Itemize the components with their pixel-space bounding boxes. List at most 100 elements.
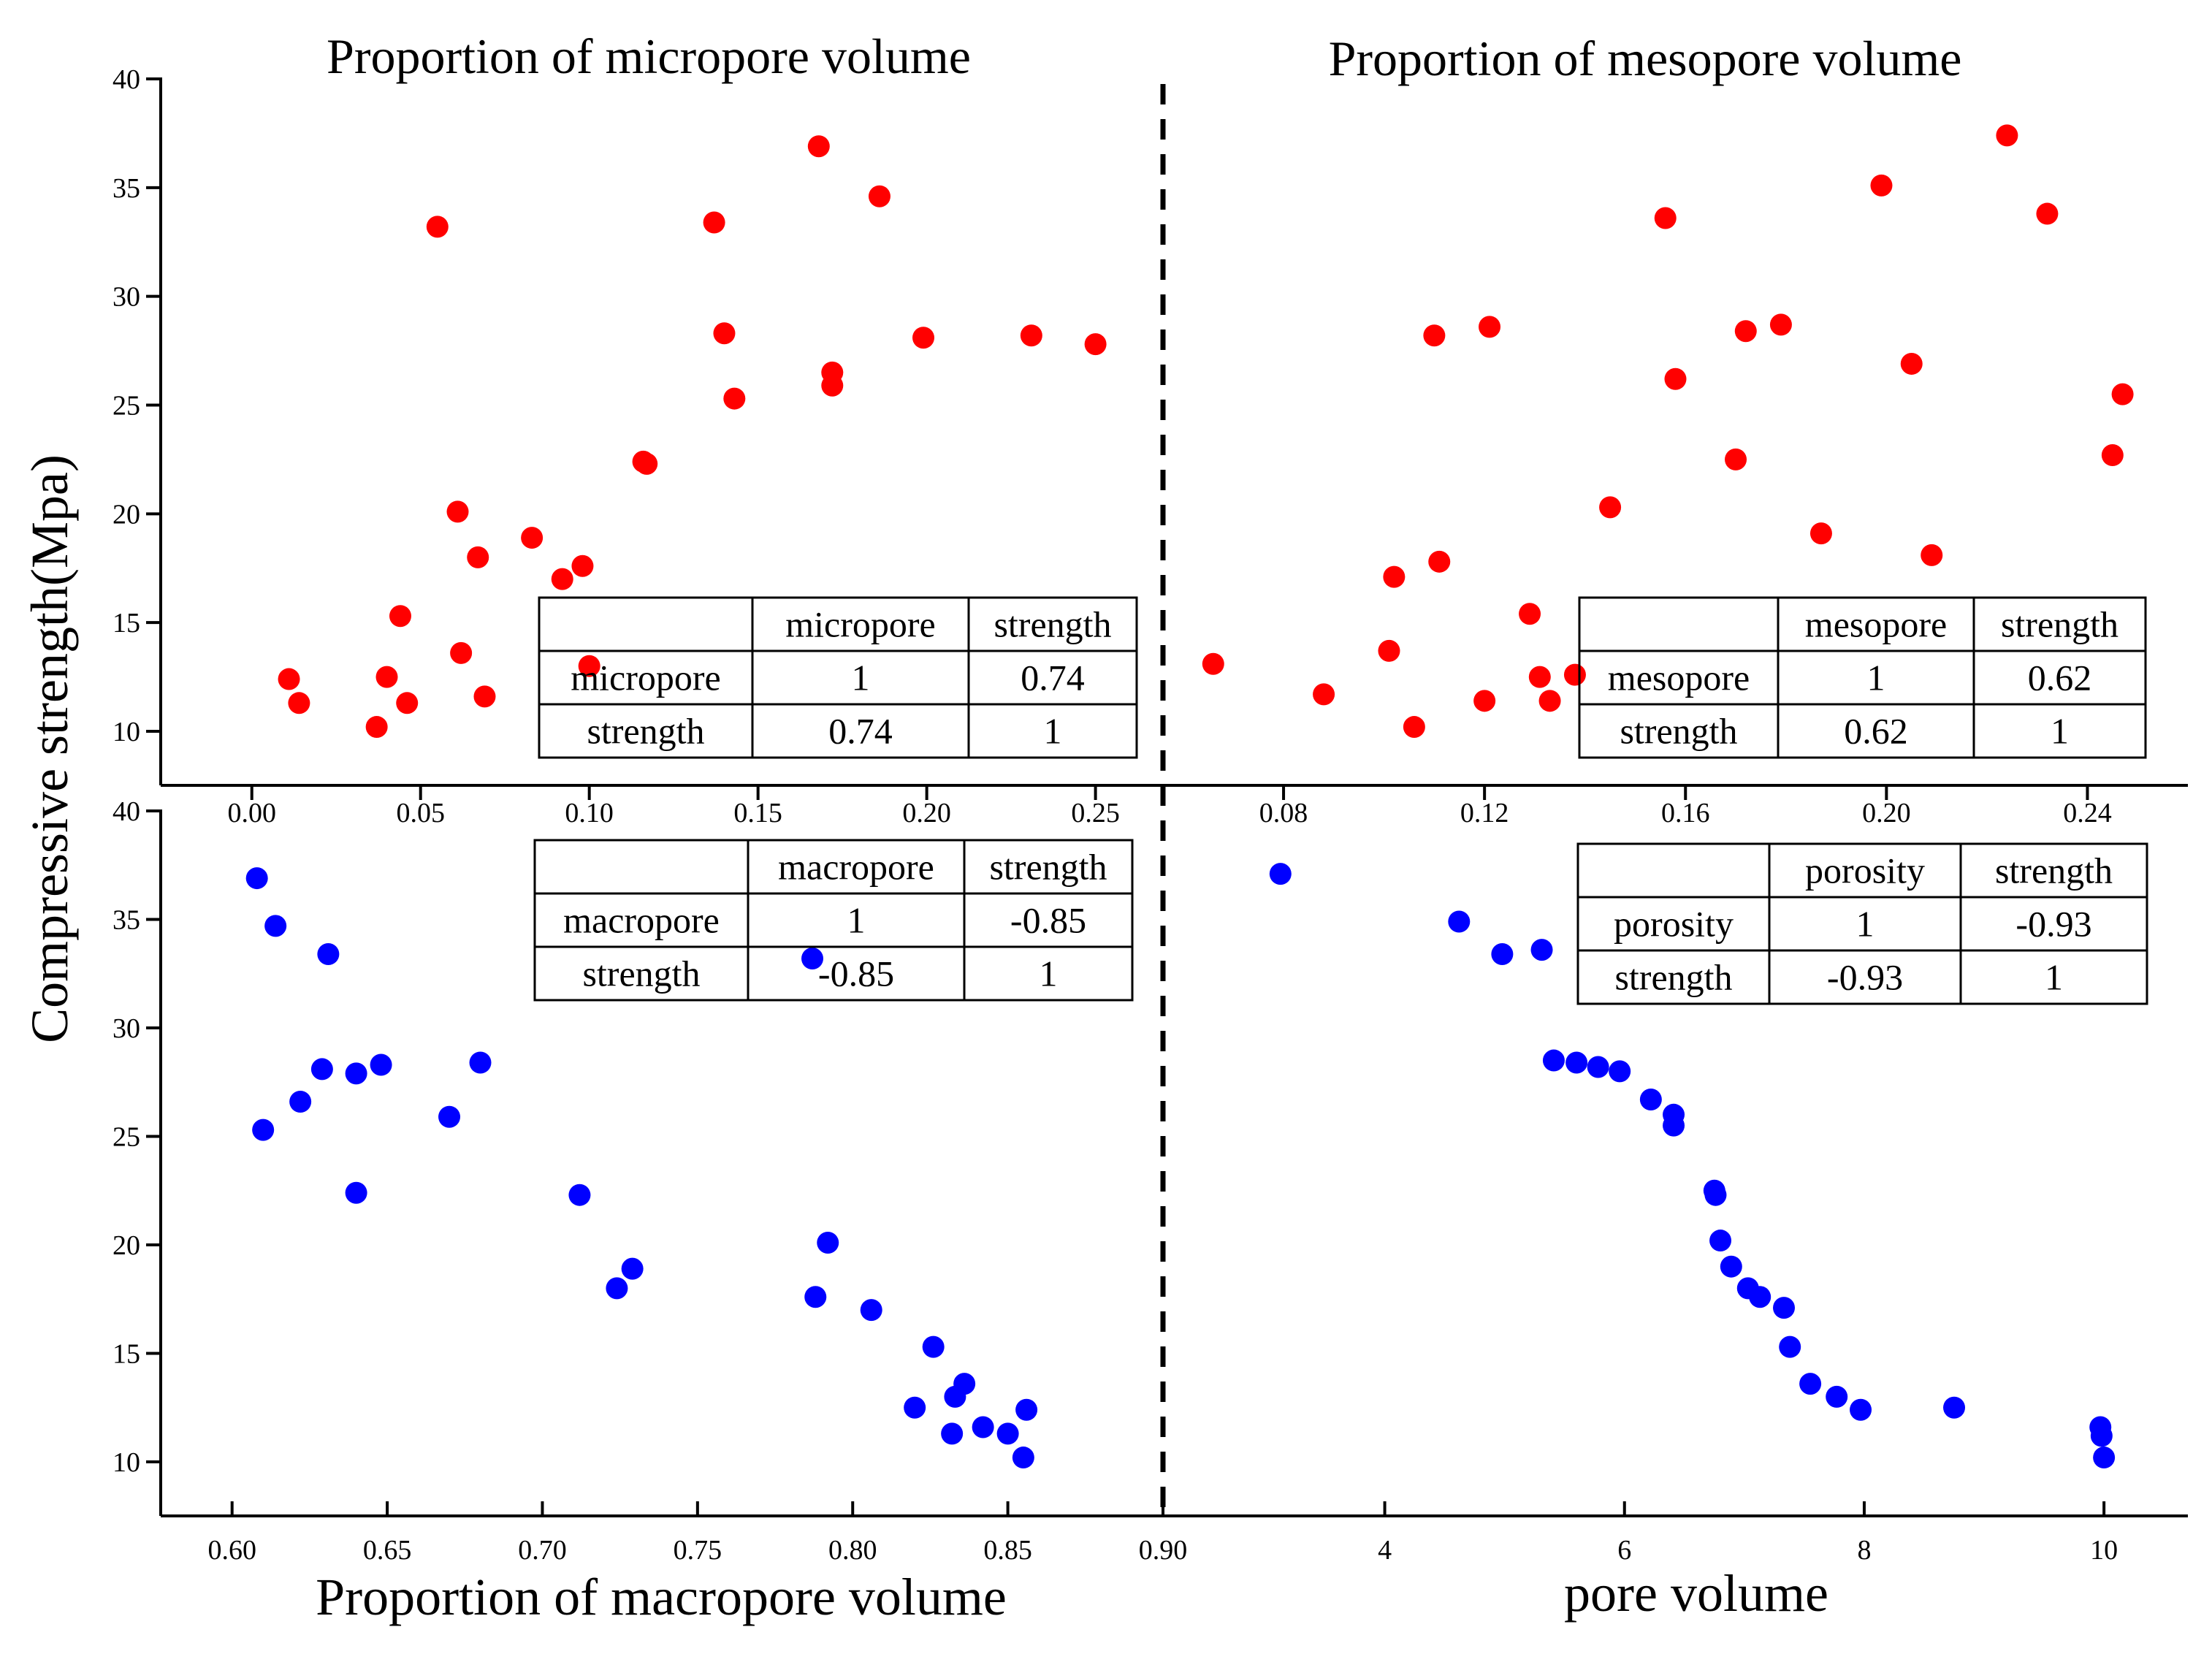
macropore-data-point [252, 1118, 275, 1141]
mesopore-data-point [1423, 324, 1446, 347]
micropore-corr-table-cell: micropore [571, 658, 720, 698]
pore-volume-data-point [1269, 863, 1292, 885]
macropore-corr-table-cell: -0.85 [818, 953, 894, 994]
mesopore-corr-table-cell: 1 [1867, 658, 1885, 698]
labels-layer: Compressive strength(Mpa) 10 15 20 25 30 35 40 0… [20, 28, 2118, 1626]
mesopore-panel-title: Proportion of mesopore volume [1329, 31, 1962, 86]
mesopore-x-tick-label: 0.12 [1460, 798, 1509, 828]
micropore-corr-table-header: strength [994, 604, 1111, 645]
macropore-data-point [922, 1335, 945, 1358]
micropore-data-point [1020, 324, 1042, 347]
micropore-data-point [521, 527, 544, 549]
macropore-data-point [904, 1396, 926, 1419]
mesopore-data-point [1383, 565, 1406, 588]
macropore-data-point [568, 1184, 591, 1206]
mesopore-data-point [1528, 666, 1551, 688]
macropore-x-tick-label: 0.85 [983, 1535, 1032, 1566]
micropore-data-point [551, 568, 573, 590]
micropore-data-point [450, 641, 473, 664]
mesopore-x-tick-label: 0.08 [1259, 798, 1308, 828]
macropore-x-tick-label: 0.65 [363, 1535, 412, 1566]
macropore-data-point [264, 915, 287, 937]
macropore-corr-table-cell: macropore [563, 900, 720, 941]
pore-volume-corr-table-cell: strength [1614, 957, 1732, 998]
macropore-data-point [817, 1232, 839, 1254]
mesopore-corr-table-cell: 0.62 [2028, 658, 2092, 698]
pore-volume-data-point [1448, 910, 1471, 933]
mesopore-data-point [1599, 496, 1622, 519]
micropore-y-tick-label: 30 [112, 282, 140, 313]
mesopore-data-point [1479, 316, 1501, 338]
micropore-x-tick-label: 0.15 [733, 798, 782, 828]
macropore-data-point [438, 1105, 461, 1128]
micropore-data-point [467, 546, 489, 568]
micropore-corr-table-cell: 1 [1044, 711, 1062, 752]
micropore-corr-table-border [538, 596, 1138, 759]
pore-volume-data-point [1720, 1255, 1742, 1278]
micropore-data-point [636, 452, 658, 475]
micropore-data-point [578, 655, 600, 677]
micropore-data-point [288, 692, 310, 714]
micropore-corr-table-cell: 0.74 [828, 711, 893, 752]
macropore-y-tick-label: 10 [112, 1447, 140, 1478]
mesopore-data-point [1725, 448, 1747, 470]
pore-volume-data-point [1542, 1049, 1565, 1072]
macropore-data-point [621, 1257, 644, 1280]
micropore-data-point [426, 216, 449, 238]
mesopore-data-point [1769, 313, 1792, 336]
mesopore-data-point [1870, 174, 1893, 197]
points-layer [245, 124, 2134, 1469]
pore-volume-data-point [1826, 1385, 1848, 1408]
mesopore-corr-table-header: strength [2001, 604, 2118, 645]
mesopore-corr-table-cell: 1 [2051, 711, 2069, 752]
pore-volume-corr-table-cell: -0.93 [2015, 904, 2091, 945]
macropore-data-point [245, 867, 268, 890]
pore-volume-data-point [1773, 1297, 1796, 1319]
micropore-data-point [571, 554, 594, 577]
mesopore-data-point [2111, 383, 2134, 405]
macropore-x-tick-label: 0.60 [207, 1535, 256, 1566]
mesopore-data-point [1921, 544, 1943, 566]
mesopore-data-point [1519, 603, 1541, 625]
macropore-data-point [606, 1277, 628, 1300]
micropore-data-point [375, 666, 398, 688]
mesopore-data-point [1428, 550, 1451, 573]
micropore-x-tick-label: 0.05 [396, 798, 445, 828]
pore-volume-corr-table-border [1576, 842, 2148, 1005]
micropore-data-point [868, 185, 890, 207]
micropore-data-point [473, 685, 496, 708]
micropore-data-point [912, 327, 935, 349]
pore-volume-data-point [1587, 1056, 1609, 1078]
pore-volume-x-tick-label: 10 [2090, 1535, 2118, 1566]
mesopore-data-point [2036, 202, 2059, 225]
macropore-corr-table-border [533, 839, 1134, 1002]
mesopore-data-point [1202, 652, 1224, 675]
micropore-data-point [703, 211, 725, 234]
macropore-data-point [345, 1181, 367, 1204]
macropore-data-point [953, 1373, 976, 1395]
pore-volume-x-tick-label: 8 [1857, 1535, 1871, 1566]
mesopore-x-tick-label: 0.16 [1661, 798, 1710, 828]
micropore-data-point [713, 322, 736, 345]
macropore-y-tick-label: 25 [112, 1122, 140, 1153]
pore-volume-data-point [1749, 1286, 1771, 1308]
pore-volume-data-point [1530, 939, 1553, 961]
mesopore-corr-table-header: mesopore [1805, 604, 1947, 645]
macropore-data-point [860, 1299, 882, 1322]
mesopore-data-point [1403, 716, 1425, 739]
pore-volume-data-point [1639, 1089, 1662, 1111]
pore-volume-data-point [1704, 1184, 1727, 1206]
pore-volume-corr-table-cell: -0.93 [1827, 957, 1903, 998]
macropore-x-tick-label: 0.80 [828, 1535, 877, 1566]
macropore-data-point [972, 1416, 994, 1438]
pore-volume-x-tick-label: 4 [1378, 1535, 1392, 1566]
micropore-data-point [807, 135, 830, 158]
mesopore-data-point [1563, 663, 1586, 686]
macropore-corr-table-cell: strength [582, 953, 700, 994]
micropore-data-point [365, 716, 388, 739]
macropore-data-point [370, 1053, 392, 1076]
mesopore-x-tick-label: 0.24 [2063, 798, 2112, 828]
mesopore-corr-table-cell: mesopore [1608, 658, 1750, 698]
micropore-y-tick-label: 20 [112, 499, 140, 530]
mesopore-data-point [1900, 352, 1923, 375]
